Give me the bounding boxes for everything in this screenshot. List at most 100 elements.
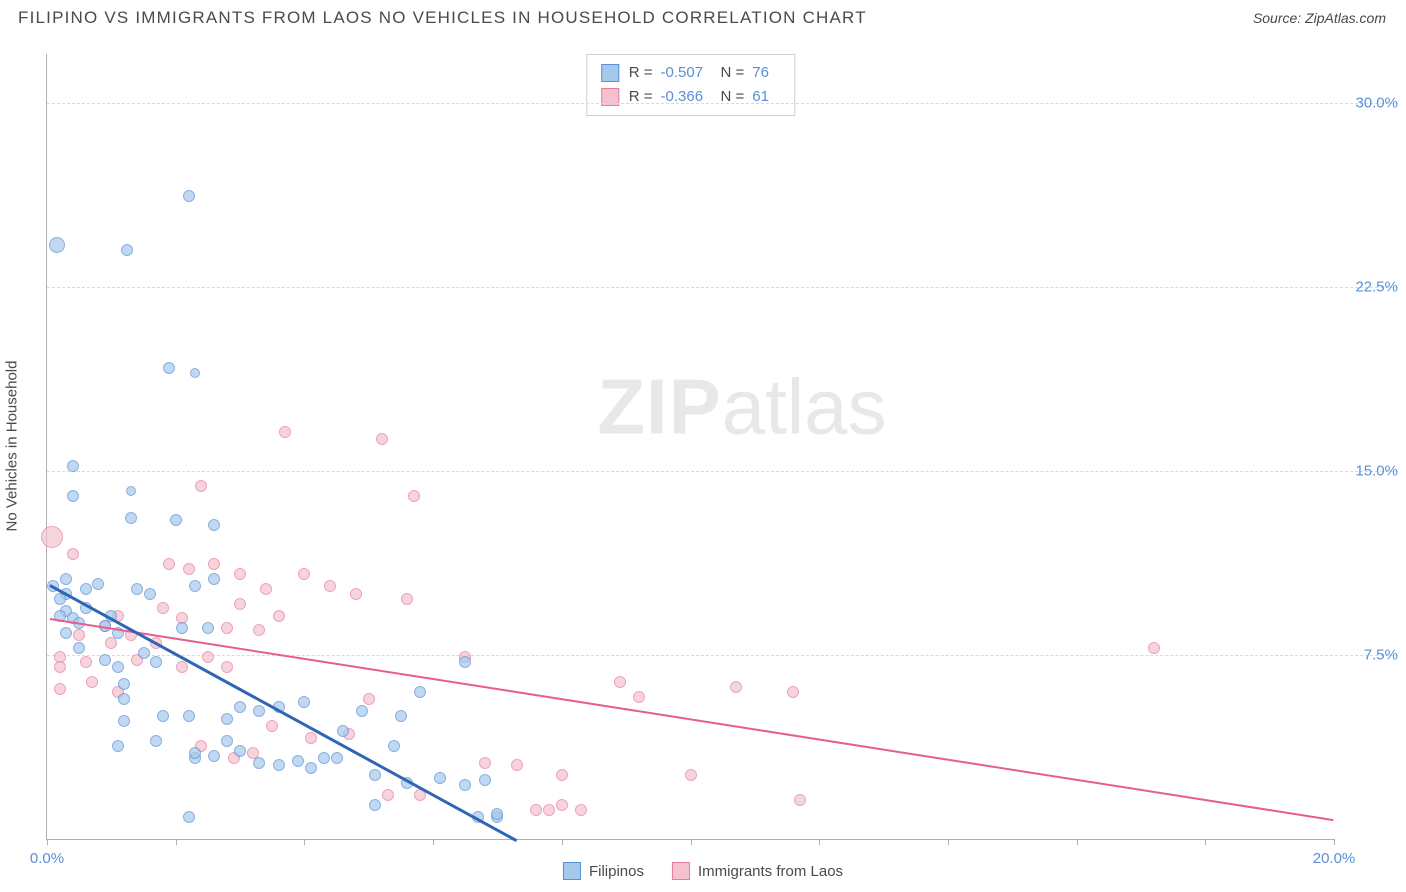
scatter-point [234,745,246,757]
scatter-point [614,676,626,688]
y-tick-label: 7.5% [1338,647,1398,664]
stats-row: R =-0.507N =76 [601,61,781,85]
x-tick-mark [433,839,434,845]
trend-line [50,584,518,841]
scatter-point [543,804,555,816]
scatter-point [356,705,368,717]
scatter-point [60,627,72,639]
scatter-point [150,656,162,668]
x-tick-mark [1334,839,1335,845]
scatter-point [183,190,195,202]
y-tick-label: 22.5% [1338,279,1398,296]
scatter-point [350,588,362,600]
gridline [47,287,1398,288]
scatter-point [1148,642,1160,654]
r-value: -0.507 [661,61,711,85]
scatter-point [112,740,124,752]
series-legend: FilipinosImmigrants from Laos [563,862,843,880]
scatter-point [292,755,304,767]
scatter-point [157,710,169,722]
scatter-point [208,519,220,531]
scatter-point [163,558,175,570]
scatter-point [253,705,265,717]
scatter-point [459,779,471,791]
scatter-point [298,568,310,580]
r-label: R = [629,61,653,85]
chart-title: FILIPINO VS IMMIGRANTS FROM LAOS NO VEHI… [18,8,867,28]
scatter-point [86,676,98,688]
x-tick-mark [47,839,48,845]
x-tick-mark [691,839,692,845]
gridline [47,655,1398,656]
scatter-point [395,710,407,722]
x-tick-mark [562,839,563,845]
scatter-point [556,799,568,811]
scatter-point [144,588,156,600]
scatter-point [253,757,265,769]
scatter-point [369,799,381,811]
legend-swatch [563,862,581,880]
scatter-point [234,701,246,713]
scatter-point [125,512,137,524]
scatter-point [730,681,742,693]
scatter-point [530,804,542,816]
scatter-point [511,759,523,771]
y-tick-label: 15.0% [1338,463,1398,480]
scatter-point [202,651,214,663]
scatter-point [60,573,72,585]
scatter-point [131,583,143,595]
scatter-point [183,710,195,722]
scatter-point [67,460,79,472]
scatter-point [479,774,491,786]
scatter-point [794,794,806,806]
scatter-point [434,772,446,784]
x-tick-mark [1205,839,1206,845]
x-tick-label: 0.0% [30,850,64,867]
scatter-point [92,578,104,590]
scatter-point [80,583,92,595]
scatter-point [138,647,150,659]
scatter-point [685,769,697,781]
scatter-point [414,686,426,698]
scatter-point [369,769,381,781]
scatter-point [54,683,66,695]
scatter-point [376,433,388,445]
scatter-point [208,573,220,585]
scatter-point [176,622,188,634]
scatter-point [363,693,375,705]
x-tick-label: 20.0% [1313,850,1356,867]
scatter-point [183,811,195,823]
scatter-point [118,678,130,690]
scatter-point [787,686,799,698]
legend-swatch [601,64,619,82]
scatter-point [80,656,92,668]
x-tick-mark [304,839,305,845]
r-value: -0.366 [661,85,711,109]
scatter-point [99,654,111,666]
y-axis-label: No Vehicles in Household [4,361,21,532]
scatter-point [556,769,568,781]
scatter-point [195,480,207,492]
x-tick-mark [1077,839,1078,845]
scatter-point [234,568,246,580]
scatter-point [190,368,200,378]
scatter-point [273,759,285,771]
scatter-point [54,661,66,673]
legend-label: Immigrants from Laos [698,863,843,880]
scatter-point [170,514,182,526]
scatter-point [112,661,124,673]
scatter-point [163,362,175,374]
scatter-point [253,624,265,636]
watermark: ZIPatlas [597,362,886,453]
scatter-point [266,720,278,732]
x-tick-mark [819,839,820,845]
scatter-point [279,426,291,438]
stats-legend-box: R =-0.507N =76R =-0.366N =61 [586,54,796,116]
scatter-point [305,762,317,774]
n-label: N = [721,85,745,109]
scatter-point [260,583,272,595]
n-value: 76 [752,61,780,85]
scatter-point [318,752,330,764]
scatter-point [157,602,169,614]
scatter-point [73,629,85,641]
